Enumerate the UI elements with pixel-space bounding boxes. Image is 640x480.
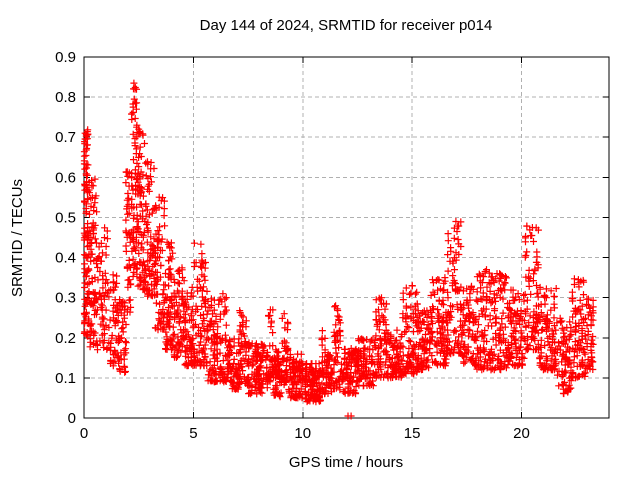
y-tick-label: 0.6 (55, 169, 76, 186)
y-tick-label: 0.1 (55, 370, 76, 387)
y-tick-label: 0.8 (55, 89, 76, 106)
x-tick-label: 15 (404, 425, 421, 442)
x-tick-label: 10 (294, 425, 311, 442)
x-tick-label: 0 (80, 425, 88, 442)
x-tick-label: 5 (189, 425, 197, 442)
y-tick-label: 0 (68, 410, 76, 427)
x-axis-label: GPS time / hours (289, 454, 403, 471)
chart-title: Day 144 of 2024, SRMTID for receiver p01… (200, 17, 493, 34)
y-tick-label: 0.3 (55, 290, 76, 307)
y-tick-label: 0.7 (55, 129, 76, 146)
data-markers (80, 79, 597, 420)
y-tick-label: 0.2 (55, 330, 76, 347)
y-tick-label: 0.4 (55, 250, 76, 267)
axis-tick-labels: 0 0.1 0.2 0.3 0.4 0.5 0.6 0.7 0.8 0.9 0 5 10 15 20 (55, 49, 530, 442)
x-tick-label: 20 (513, 425, 530, 442)
y-axis-label: SRMTID / TECUs (9, 179, 26, 297)
y-tick-label: 0.9 (55, 49, 76, 66)
y-tick-label: 0.5 (55, 209, 76, 226)
